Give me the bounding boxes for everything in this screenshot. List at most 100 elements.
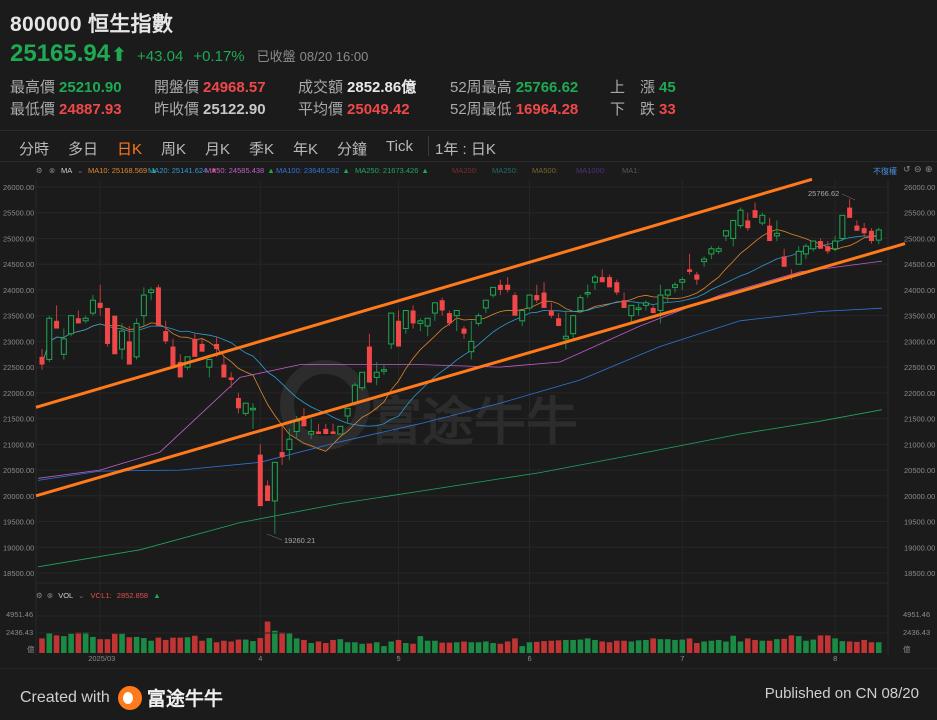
price-change: +43.04 (137, 48, 184, 65)
vol-indicator-label[interactable]: VOL (58, 591, 73, 600)
svg-text:25500.00: 25500.00 (904, 209, 935, 218)
ma-indicator-label[interactable]: MA (61, 166, 73, 175)
range-selector[interactable]: 1年 : 日K (435, 141, 496, 158)
index-code: 800000 (10, 13, 82, 36)
tab-intraday[interactable]: 分時 (19, 141, 50, 158)
svg-text:22000.00: 22000.00 (3, 389, 34, 398)
ma-legend-item: MA250: 21673.426 ▲ (355, 166, 429, 175)
zoom-in-icon[interactable]: ⊕ (925, 164, 933, 174)
index-name: 恒生指數 (88, 13, 174, 36)
created-with: Created with 富途牛牛 (20, 684, 223, 711)
svg-text:20500.00: 20500.00 (904, 466, 935, 475)
market-status: 已收盤 (256, 49, 296, 64)
price-change-pct: +0.17% (193, 48, 245, 65)
stat-avg: 平均價 25049.42 (298, 101, 410, 118)
ma-legend-item: MA1000: (576, 166, 607, 175)
settings-gear-icon[interactable]: ⚙ (36, 166, 43, 175)
ma-legend-item: MA10: 25168.569 ▲ (88, 166, 158, 175)
svg-text:22500.00: 22500.00 (904, 363, 935, 372)
price-row: 25165.94 ⬆ +43.04 +0.17% 已收盤 08/20 16:00 (10, 40, 368, 68)
svg-text:25000.00: 25000.00 (3, 234, 34, 243)
footer: Created with 富途牛牛 Published on CN 08/20 (0, 668, 937, 720)
ma-legend-item: MA200: (452, 166, 478, 175)
chevron-down-icon[interactable]: ⌄ (77, 166, 84, 175)
stat-prev-close: 昨收價 25122.90 (154, 101, 266, 118)
svg-text:21000.00: 21000.00 (904, 440, 935, 449)
stat-decliners: 下 跌 33 (610, 101, 676, 118)
svg-text:8: 8 (833, 654, 837, 663)
svg-text:26000.00: 26000.00 (3, 183, 34, 192)
trend-icon: ▲ (267, 166, 275, 175)
trend-icon: ▲ (150, 166, 158, 175)
tab-daily-k[interactable]: 日K (117, 141, 143, 158)
svg-text:21500.00: 21500.00 (3, 415, 34, 424)
svg-text:6: 6 (527, 654, 531, 663)
svg-text:富途牛牛: 富途牛牛 (370, 393, 578, 453)
futu-logo-icon (117, 685, 142, 710)
svg-text:2025/03: 2025/03 (88, 654, 115, 663)
trend-icon: ▲ (421, 166, 429, 175)
tab-yearly-k[interactable]: 年K (293, 141, 319, 158)
svg-text:21000.00: 21000.00 (3, 440, 34, 449)
tab-weekly-k[interactable]: 周K (161, 141, 187, 158)
up-arrow-icon: ⬆ (111, 45, 128, 66)
svg-text:19000.00: 19000.00 (3, 543, 34, 552)
vol-settings-gear-icon[interactable]: ⚙ (36, 591, 43, 600)
quote-header: 800000 恒生指數 (10, 8, 173, 38)
stat-52wk-high: 52周最高 25766.62 (450, 79, 579, 96)
published-note: Published on CN 08/20 (764, 685, 919, 702)
svg-text:20000.00: 20000.00 (3, 492, 34, 501)
svg-text:24000.00: 24000.00 (904, 286, 935, 295)
vol-chevron-down-icon[interactable]: ⌄ (78, 591, 85, 600)
svg-text:23000.00: 23000.00 (904, 337, 935, 346)
svg-text:23500.00: 23500.00 (904, 312, 935, 321)
stat-open: 開盤價 24968.57 (154, 79, 266, 96)
svg-text:7: 7 (680, 654, 684, 663)
brand-name: 富途牛牛 (146, 689, 223, 710)
svg-text:23500.00: 23500.00 (3, 312, 34, 321)
stat-high: 最高價 25210.90 (10, 79, 122, 96)
vol-close-icon[interactable]: ⊗ (46, 591, 54, 600)
svg-text:4951.46: 4951.46 (903, 610, 930, 619)
svg-text:19000.00: 19000.00 (904, 543, 935, 552)
vol-label: VOL1: (90, 591, 112, 600)
svg-text:18500.00: 18500.00 (904, 569, 935, 578)
svg-text:21500.00: 21500.00 (904, 415, 935, 424)
tab-minute[interactable]: 分鐘 (337, 141, 368, 158)
svg-text:5: 5 (397, 654, 401, 663)
svg-text:18500.00: 18500.00 (3, 569, 34, 578)
zoom-out-icon[interactable]: ⊖ (914, 164, 922, 174)
quote-datetime: 08/20 16:00 (299, 49, 369, 64)
svg-text:26000.00: 26000.00 (904, 183, 935, 192)
last-price: 25165.94 (10, 40, 111, 67)
svg-text:4951.46: 4951.46 (6, 610, 33, 619)
tab-quarterly-k[interactable]: 季K (249, 141, 275, 158)
kline-chart[interactable]: 26000.00 26000.00 25500.00 25500.00 25000.00… (0, 0, 937, 668)
ma-legend-item: MA250: (492, 166, 518, 175)
vol-value: 2852.858 (116, 591, 149, 600)
svg-text:23000.00: 23000.00 (3, 337, 34, 346)
svg-text:24500.00: 24500.00 (3, 260, 34, 269)
svg-text:25500.00: 25500.00 (3, 209, 34, 218)
svg-text:19260.21: 19260.21 (284, 536, 315, 545)
svg-text:22500.00: 22500.00 (3, 363, 34, 372)
ma-legend-item: MA100: 23646.582 ▲ (276, 166, 350, 175)
ma-legend-item: MA1: (622, 166, 640, 175)
close-indicator-icon[interactable]: ⊗ (49, 166, 56, 175)
svg-text:19500.00: 19500.00 (3, 518, 34, 527)
svg-text:19500.00: 19500.00 (904, 518, 935, 527)
adjust-mode-toggle[interactable]: 不復權 (873, 167, 897, 176)
index-title: 800000 恒生指數 (10, 8, 173, 38)
svg-text:25766.62: 25766.62 (808, 189, 839, 198)
tab-monthly-k[interactable]: 月K (205, 141, 231, 158)
stat-turnover: 成交額 2852.86億 (298, 79, 417, 96)
svg-text:24000.00: 24000.00 (3, 286, 34, 295)
tab-multi-day[interactable]: 多日 (68, 141, 99, 158)
svg-text:20500.00: 20500.00 (3, 466, 34, 475)
stat-52wk-low: 52周最低 16964.28 (450, 101, 579, 118)
undo-icon[interactable]: ↺ (903, 164, 911, 174)
svg-text:億: 億 (27, 644, 35, 654)
svg-text:25000.00: 25000.00 (904, 234, 935, 243)
tab-tick[interactable]: Tick (386, 138, 413, 155)
tab-divider (428, 136, 429, 156)
